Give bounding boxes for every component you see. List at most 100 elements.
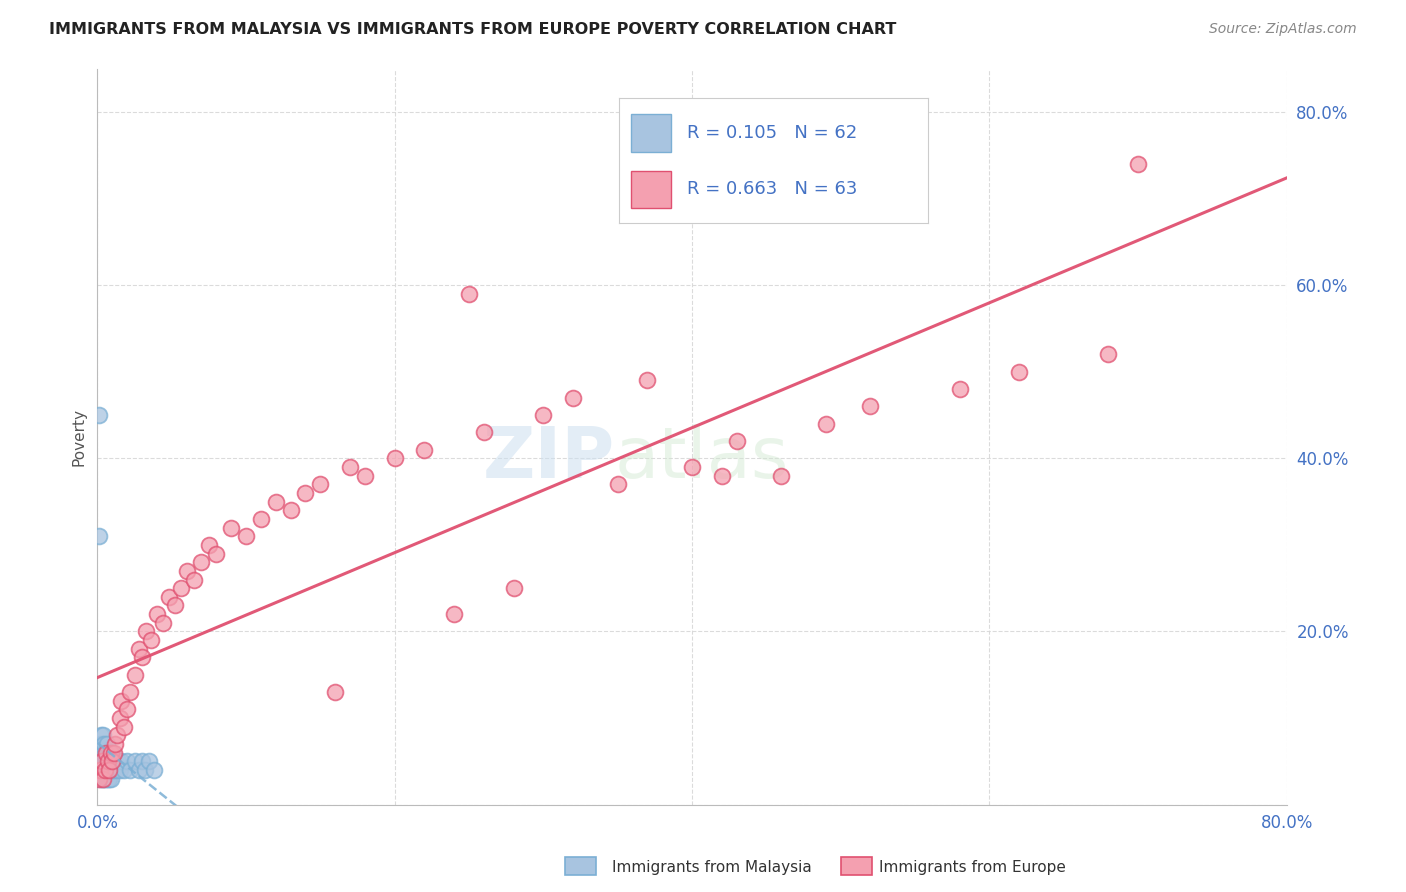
Point xyxy=(104,737,127,751)
Point xyxy=(87,529,110,543)
Point xyxy=(134,763,156,777)
Text: IMMIGRANTS FROM MALAYSIA VS IMMIGRANTS FROM EUROPE POVERTY CORRELATION CHART: IMMIGRANTS FROM MALAYSIA VS IMMIGRANTS F… xyxy=(49,22,897,37)
Point xyxy=(443,607,465,622)
Point xyxy=(176,564,198,578)
Point xyxy=(91,772,114,786)
Point xyxy=(101,746,124,760)
Point xyxy=(294,486,316,500)
Point xyxy=(152,615,174,630)
Point xyxy=(1126,157,1149,171)
Point xyxy=(103,755,125,769)
Point xyxy=(354,468,377,483)
Point xyxy=(98,772,121,786)
Point xyxy=(250,512,273,526)
Point xyxy=(235,529,257,543)
Point xyxy=(94,746,117,760)
Point xyxy=(89,772,111,786)
Point xyxy=(309,477,332,491)
Point xyxy=(96,763,118,777)
Point xyxy=(90,737,112,751)
Point xyxy=(112,720,135,734)
Point xyxy=(636,373,658,387)
Point xyxy=(472,425,495,440)
Point xyxy=(98,746,121,760)
Point xyxy=(138,755,160,769)
Point xyxy=(115,702,138,716)
Point xyxy=(97,772,120,786)
Point xyxy=(157,590,180,604)
Point xyxy=(96,755,118,769)
Point xyxy=(139,633,162,648)
Point xyxy=(124,667,146,681)
Point xyxy=(323,685,346,699)
Point xyxy=(98,755,121,769)
Point xyxy=(112,763,135,777)
Point xyxy=(163,599,186,613)
Bar xyxy=(841,857,872,875)
Point xyxy=(98,763,121,777)
Point xyxy=(198,538,221,552)
Point xyxy=(91,772,114,786)
Point xyxy=(458,286,481,301)
Point xyxy=(531,408,554,422)
Point xyxy=(93,763,115,777)
Point xyxy=(94,763,117,777)
Point xyxy=(97,746,120,760)
Point xyxy=(105,728,128,742)
Point xyxy=(104,755,127,769)
Point xyxy=(120,685,142,699)
Point xyxy=(264,494,287,508)
Point xyxy=(384,451,406,466)
Point xyxy=(725,434,748,448)
Point xyxy=(89,746,111,760)
FancyBboxPatch shape xyxy=(631,170,671,208)
Text: atlas: atlas xyxy=(614,425,789,493)
Point xyxy=(90,755,112,769)
Point xyxy=(96,746,118,760)
Point xyxy=(89,755,111,769)
Point xyxy=(115,755,138,769)
Point xyxy=(90,772,112,786)
Point xyxy=(103,746,125,760)
Point xyxy=(190,555,212,569)
Point xyxy=(91,746,114,760)
Text: R = 0.663   N = 63: R = 0.663 N = 63 xyxy=(686,180,858,198)
Point xyxy=(101,763,124,777)
FancyBboxPatch shape xyxy=(631,114,671,152)
Point xyxy=(87,746,110,760)
Point xyxy=(948,382,970,396)
Text: Immigrants from Malaysia: Immigrants from Malaysia xyxy=(612,860,811,874)
Point xyxy=(91,755,114,769)
Point xyxy=(710,468,733,483)
Point xyxy=(94,763,117,777)
Point xyxy=(100,746,122,760)
Y-axis label: Poverty: Poverty xyxy=(72,408,86,466)
Point xyxy=(1097,347,1119,361)
Point xyxy=(606,477,628,491)
Point xyxy=(142,763,165,777)
Point xyxy=(339,459,361,474)
Point xyxy=(146,607,169,622)
Point xyxy=(562,391,585,405)
Point xyxy=(90,763,112,777)
Point xyxy=(89,763,111,777)
Text: ZIP: ZIP xyxy=(482,425,614,493)
Point xyxy=(124,755,146,769)
Point xyxy=(101,755,124,769)
Point xyxy=(169,581,191,595)
Point xyxy=(110,755,132,769)
Point xyxy=(91,746,114,760)
Point xyxy=(90,728,112,742)
Point xyxy=(814,417,837,431)
Point xyxy=(97,755,120,769)
Point xyxy=(770,468,793,483)
Point xyxy=(90,737,112,751)
Point xyxy=(93,737,115,751)
Point xyxy=(90,755,112,769)
Point xyxy=(89,737,111,751)
Bar xyxy=(565,857,596,875)
Point xyxy=(128,763,150,777)
Point xyxy=(89,763,111,777)
Point xyxy=(87,755,110,769)
Point xyxy=(103,763,125,777)
